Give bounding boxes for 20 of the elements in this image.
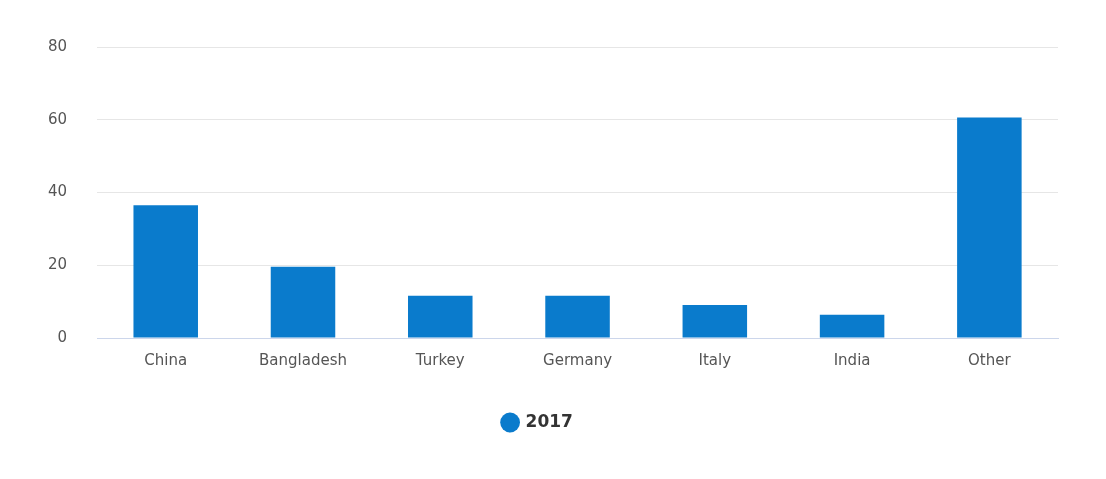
- x-tick-label: China: [144, 350, 188, 369]
- x-tick-label: Italy: [698, 350, 732, 369]
- bar: [408, 295, 473, 338]
- y-tick-label: 60: [47, 109, 68, 128]
- x-tick-label: India: [833, 350, 871, 369]
- bar: [819, 314, 885, 338]
- legend-label: 2017: [525, 410, 573, 431]
- bar: [270, 266, 336, 338]
- bar: [682, 304, 748, 338]
- y-tick-label: 80: [47, 36, 68, 55]
- x-tick-label: Bangladesh: [259, 350, 347, 369]
- x-tick-label: Turkey: [414, 350, 465, 369]
- bar: [957, 117, 1022, 338]
- bar: [133, 205, 198, 338]
- x-tick-label: Germany: [543, 350, 613, 369]
- y-tick-label: 40: [47, 182, 68, 201]
- bar: [545, 295, 610, 338]
- y-tick-label: 0: [57, 327, 68, 346]
- x-tick-label: Other: [968, 350, 1012, 369]
- y-tick-label: 20: [47, 255, 68, 274]
